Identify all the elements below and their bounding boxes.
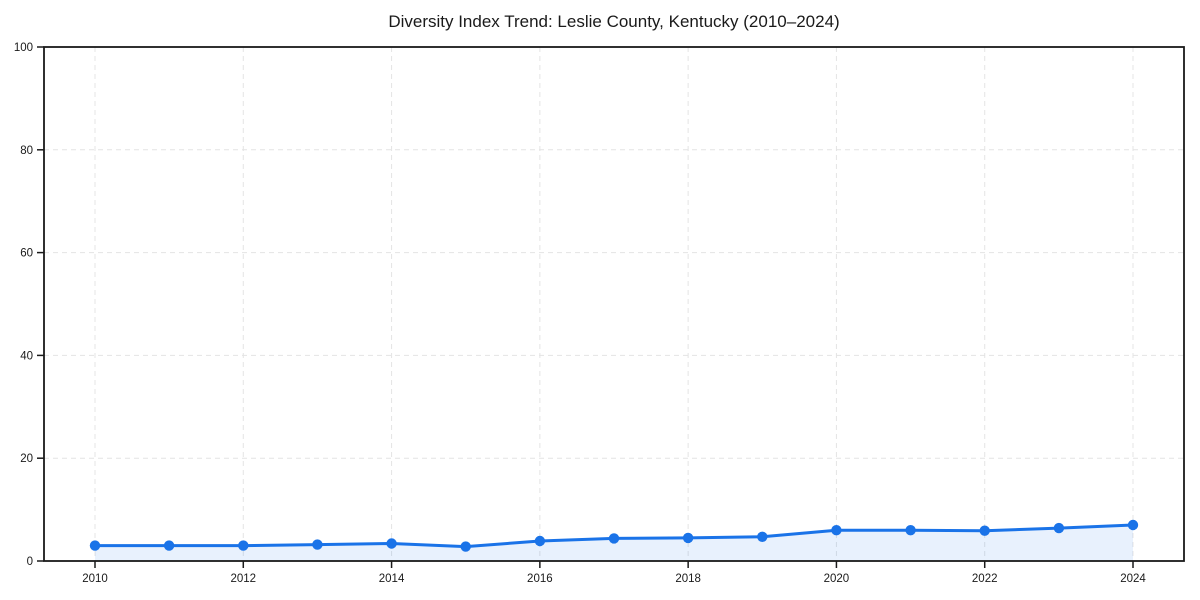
- data-point-2021: [905, 525, 916, 536]
- data-point-2018: [682, 532, 694, 544]
- x-tick-label: 2024: [1120, 573, 1146, 585]
- x-tick-label: 2018: [675, 573, 701, 585]
- y-tick-label: 80: [20, 145, 33, 157]
- y-tick-label: 60: [20, 248, 33, 260]
- data-point-2012: [238, 540, 249, 551]
- y-tick-label: 40: [20, 350, 33, 362]
- data-point-2019: [757, 531, 768, 542]
- data-point-2024: [1127, 519, 1139, 531]
- data-point-2015: [460, 541, 471, 552]
- data-point-2023: [1053, 522, 1065, 534]
- y-tick-label: 0: [27, 556, 33, 568]
- data-point-2017: [608, 533, 620, 544]
- x-tick-label: 2016: [527, 573, 553, 585]
- data-point-2014: [386, 538, 397, 549]
- chart-title: Diversity Index Trend: Leslie County, Ke…: [388, 12, 840, 31]
- x-tick-label: 2022: [972, 573, 998, 585]
- x-tick-label: 2010: [82, 573, 108, 585]
- x-tick-label: 2020: [824, 573, 850, 585]
- data-point-2013: [312, 539, 323, 550]
- data-point-2016: [534, 535, 546, 547]
- data-point-2010: [89, 540, 101, 551]
- x-tick-label: 2014: [379, 573, 405, 585]
- x-tick-label: 2012: [230, 573, 256, 585]
- data-point-2011: [163, 540, 175, 551]
- y-tick-label: 20: [20, 453, 33, 465]
- data-point-2020: [831, 525, 842, 536]
- plot-frame: [43, 46, 1185, 562]
- data-point-2022: [979, 525, 990, 536]
- y-tick-label: 100: [14, 42, 33, 54]
